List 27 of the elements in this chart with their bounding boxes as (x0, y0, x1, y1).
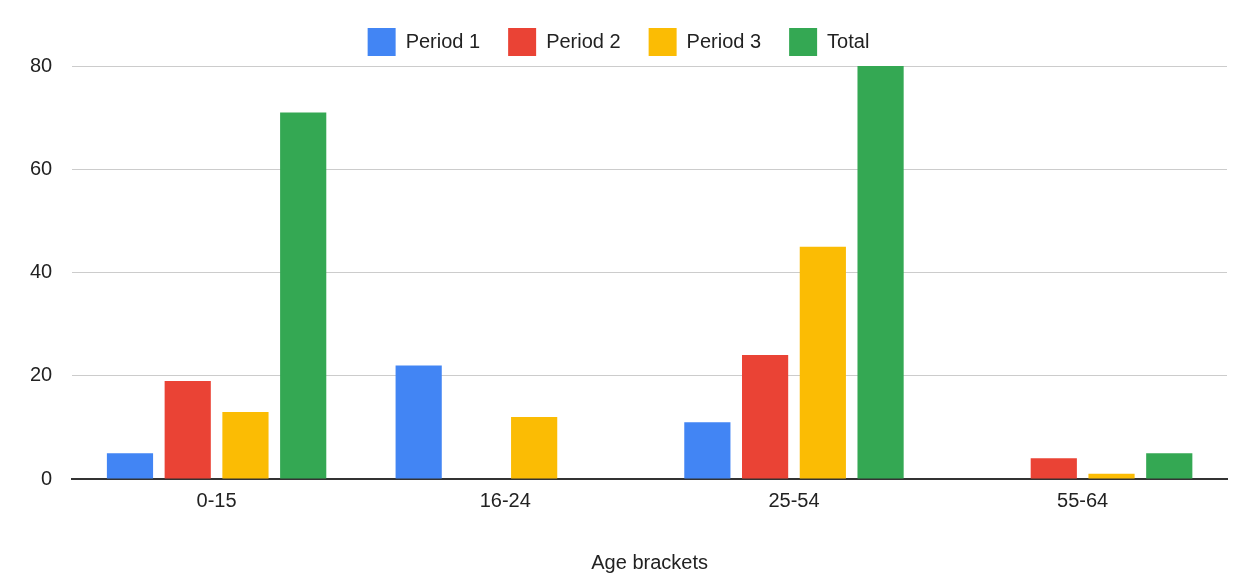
x-tick-label: 0-15 (196, 488, 237, 511)
x-tick-label: 55-64 (1057, 488, 1109, 511)
y-tick-label: 60 (30, 156, 53, 179)
bar (1088, 473, 1135, 479)
x-tick-label: 25-54 (768, 488, 820, 511)
bar (684, 422, 731, 479)
bar (1146, 453, 1193, 479)
y-tick-label: 20 (30, 363, 53, 386)
y-tick-label: 80 (30, 53, 53, 76)
bar (1030, 458, 1077, 479)
y-tick-label: 0 (41, 466, 53, 489)
bar (395, 365, 442, 479)
bar (164, 380, 211, 479)
bar (857, 66, 904, 479)
legend-label: Total (827, 29, 870, 52)
bar (799, 246, 846, 479)
bar (280, 112, 327, 479)
legend-label: Period 1 (405, 29, 481, 52)
bar (511, 417, 558, 479)
y-tick-label: 40 (30, 260, 53, 283)
legend-label: Period 2 (546, 29, 621, 52)
bar (222, 411, 269, 479)
x-axis-title: Age brackets (591, 550, 708, 573)
bar (742, 355, 789, 479)
legend-label: Period 3 (686, 29, 762, 52)
bar (106, 453, 154, 479)
x-tick-label: 16-24 (479, 488, 531, 511)
